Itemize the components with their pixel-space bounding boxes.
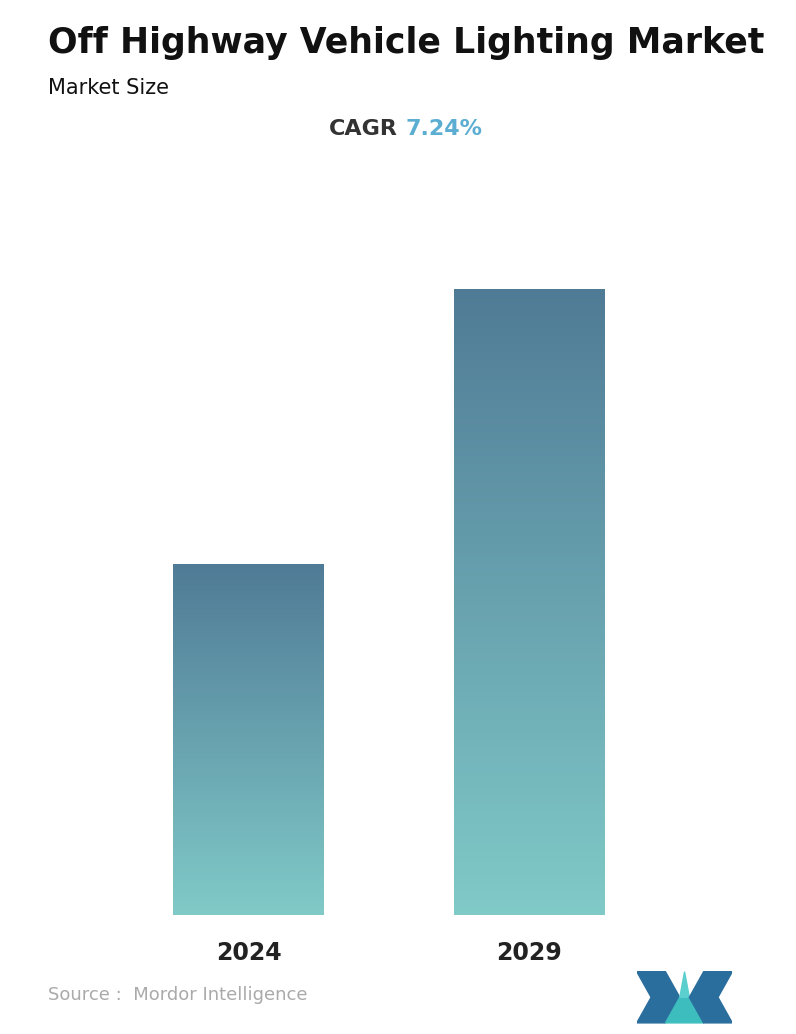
Text: CAGR: CAGR xyxy=(329,119,398,140)
Text: Off Highway Vehicle Lighting Market: Off Highway Vehicle Lighting Market xyxy=(48,26,764,60)
Text: 2029: 2029 xyxy=(496,941,562,965)
Text: Market Size: Market Size xyxy=(48,78,169,97)
Text: 2024: 2024 xyxy=(216,941,281,965)
Polygon shape xyxy=(637,972,680,1023)
Polygon shape xyxy=(689,972,732,1023)
Polygon shape xyxy=(680,972,689,997)
Text: 7.24%: 7.24% xyxy=(406,119,483,140)
Polygon shape xyxy=(665,997,704,1023)
Text: Source :  Mordor Intelligence: Source : Mordor Intelligence xyxy=(48,985,307,1004)
